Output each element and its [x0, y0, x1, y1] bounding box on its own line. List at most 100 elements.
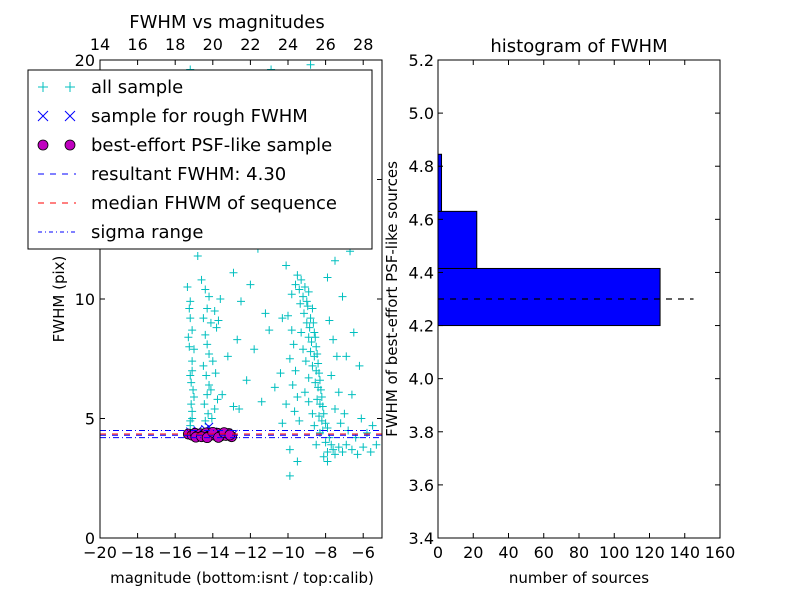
scatter-point-3-45 — [329, 445, 338, 454]
scatter-point-3-60 — [291, 366, 300, 375]
scatter-point-3-86 — [293, 457, 302, 466]
scatter-point-2-30 — [218, 390, 227, 399]
scatter-point-2-1 — [193, 251, 202, 260]
scatter-point-3-67 — [332, 352, 341, 361]
scatter-x-ticks: −20 −18 −16 −14 −12 −10 −8 −6 — [83, 60, 375, 562]
scatter-point-3-61 — [288, 381, 297, 390]
scatter-point-3-72 — [297, 328, 306, 337]
histogram-y-tick-label: 3.4 — [409, 529, 434, 548]
scatter-point-2-27 — [235, 404, 244, 413]
scatter-point-2-29 — [355, 361, 364, 370]
legend-marker-1-b — [64, 110, 76, 122]
scatter-point-3-51 — [347, 445, 356, 454]
scatter-point-0-10 — [190, 345, 198, 354]
scatter-point-1-20 — [211, 369, 220, 378]
scatter-x-label: magnitude (bottom:isnt / top:calib) — [110, 569, 374, 587]
histogram-x-tick-label: 60 — [534, 543, 554, 562]
histogram-y-tick-label: 4.2 — [409, 317, 434, 336]
histogram-y-label: FWHM of best-effort PSF-like sources — [383, 161, 401, 437]
scatter-point-2-4 — [229, 268, 238, 277]
scatter-point-0-11 — [187, 378, 196, 387]
histogram-title: histogram of FWHM — [490, 36, 667, 57]
scatter-point-3-8 — [296, 299, 305, 308]
scatter-top-tick-label: 28 — [353, 35, 373, 54]
scatter-point-3-24 — [314, 359, 323, 368]
legend-marker-2-b — [64, 139, 76, 151]
scatter-point-3-76 — [300, 388, 309, 397]
scatter-point-3-94 — [357, 414, 366, 423]
scatter-point-3-97 — [342, 352, 351, 361]
legend-marker-1-a — [37, 110, 49, 122]
scatter-point-3-82 — [319, 452, 328, 461]
scatter-point-3-6 — [302, 297, 311, 306]
scatter-point-1-23 — [210, 404, 219, 413]
scatter-point-1-5 — [201, 330, 210, 339]
scatter-point-0-16 — [188, 366, 197, 375]
scatter-point-2-24 — [265, 326, 274, 335]
histogram-x-ticks: 0 20 40 60 80 100 120 140 160 — [433, 60, 735, 562]
scatter-point-1-7 — [205, 349, 214, 358]
scatter-point-3-56 — [284, 311, 292, 320]
scatter-point-3-40 — [323, 424, 332, 433]
scatter-x-tick-label: −12 — [234, 543, 268, 562]
scatter-legend: all sample sample for rough FWHM best-ef… — [27, 69, 373, 250]
scatter-point-0-13 — [188, 407, 197, 416]
scatter-point-2-26 — [278, 314, 287, 323]
scatter-point-0-17 — [190, 392, 198, 401]
scatter-top-ticks: 14 16 18 20 22 24 26 28 — [90, 35, 374, 54]
legend-marker-0-b — [65, 82, 75, 92]
scatter-point-3-88 — [282, 400, 291, 409]
scatter-point-3-79 — [310, 421, 319, 430]
scatter-point-3-83 — [323, 457, 332, 466]
fwhm-reference-lines — [100, 429, 382, 439]
scatter-point-1-6 — [203, 340, 212, 349]
scatter-point-3-64 — [295, 416, 304, 425]
scatter-point-3-3 — [297, 275, 306, 284]
histogram-bars — [437, 153, 661, 327]
histogram-x-tick-label: 140 — [669, 543, 700, 562]
histogram-y-tick-label: 5.2 — [409, 51, 434, 70]
scatter-point-3-87 — [285, 471, 294, 480]
histogram-bar-1 — [437, 210, 478, 269]
scatter-point-3-74 — [301, 357, 310, 366]
scatter-point-3-9 — [299, 309, 308, 318]
scatter-point-2-28 — [349, 328, 358, 337]
scatter-point-3-19 — [311, 333, 320, 342]
scatter-top-tick-label: 14 — [90, 35, 110, 54]
scatter-point-3-49 — [338, 447, 347, 456]
scatter-point-3-81 — [312, 440, 321, 449]
legend-label-rough-sample: sample for rough FWHM — [91, 106, 308, 127]
scatter-title: FWHM vs magnitudes — [129, 12, 324, 33]
legend-box — [27, 69, 373, 250]
scatter-point-3-23 — [313, 349, 322, 358]
legend-label-all-sample: all sample — [91, 77, 183, 98]
scatter-point-3-2 — [295, 285, 304, 294]
scatter-panel: −20 −18 −16 −14 −12 −10 −8 −6 14 16 18 20 22 24 26 28 … — [27, 12, 383, 587]
scatter-point-3-31 — [316, 385, 325, 394]
scatter-point-3-0 — [291, 280, 300, 289]
scatter-point-2-25 — [270, 383, 279, 392]
scatter-x-tick-label: −6 — [351, 543, 375, 562]
scatter-point-3-92 — [347, 390, 356, 399]
scatter-y-tick-label: 20 — [75, 51, 95, 70]
scatter-point-3-14 — [305, 323, 314, 332]
scatter-point-1-11 — [203, 390, 212, 399]
scatter-point-2-22 — [250, 345, 259, 354]
scatter-point-1-15 — [214, 316, 223, 325]
scatter-top-tick-label: 22 — [240, 35, 260, 54]
scatter-point-3-90 — [340, 409, 349, 418]
scatter-point-1-17 — [197, 275, 206, 284]
histogram-panel: 0 20 40 60 80 100 120 140 160 3.4 3.6 3.8 4.0 4.2 4.4… — [383, 36, 735, 587]
scatter-x-tick-label: −20 — [83, 543, 117, 562]
scatter-point-3-71 — [336, 419, 345, 428]
scatter-point-3-35 — [318, 402, 327, 411]
scatter-point-1-24 — [207, 414, 216, 423]
histogram-x-label: number of sources — [509, 569, 649, 587]
scatter-point-3-75 — [304, 373, 313, 382]
histogram-y-tick-label: 4.8 — [409, 157, 434, 176]
scatter-point-3-58 — [289, 340, 298, 349]
scatter-point-1-18 — [210, 306, 219, 315]
scatter-x-tick-label: −18 — [121, 543, 155, 562]
legend-label-resultant-fwhm: resultant FWHM: 4.30 — [91, 164, 286, 185]
scatter-point-3-70 — [331, 404, 339, 413]
